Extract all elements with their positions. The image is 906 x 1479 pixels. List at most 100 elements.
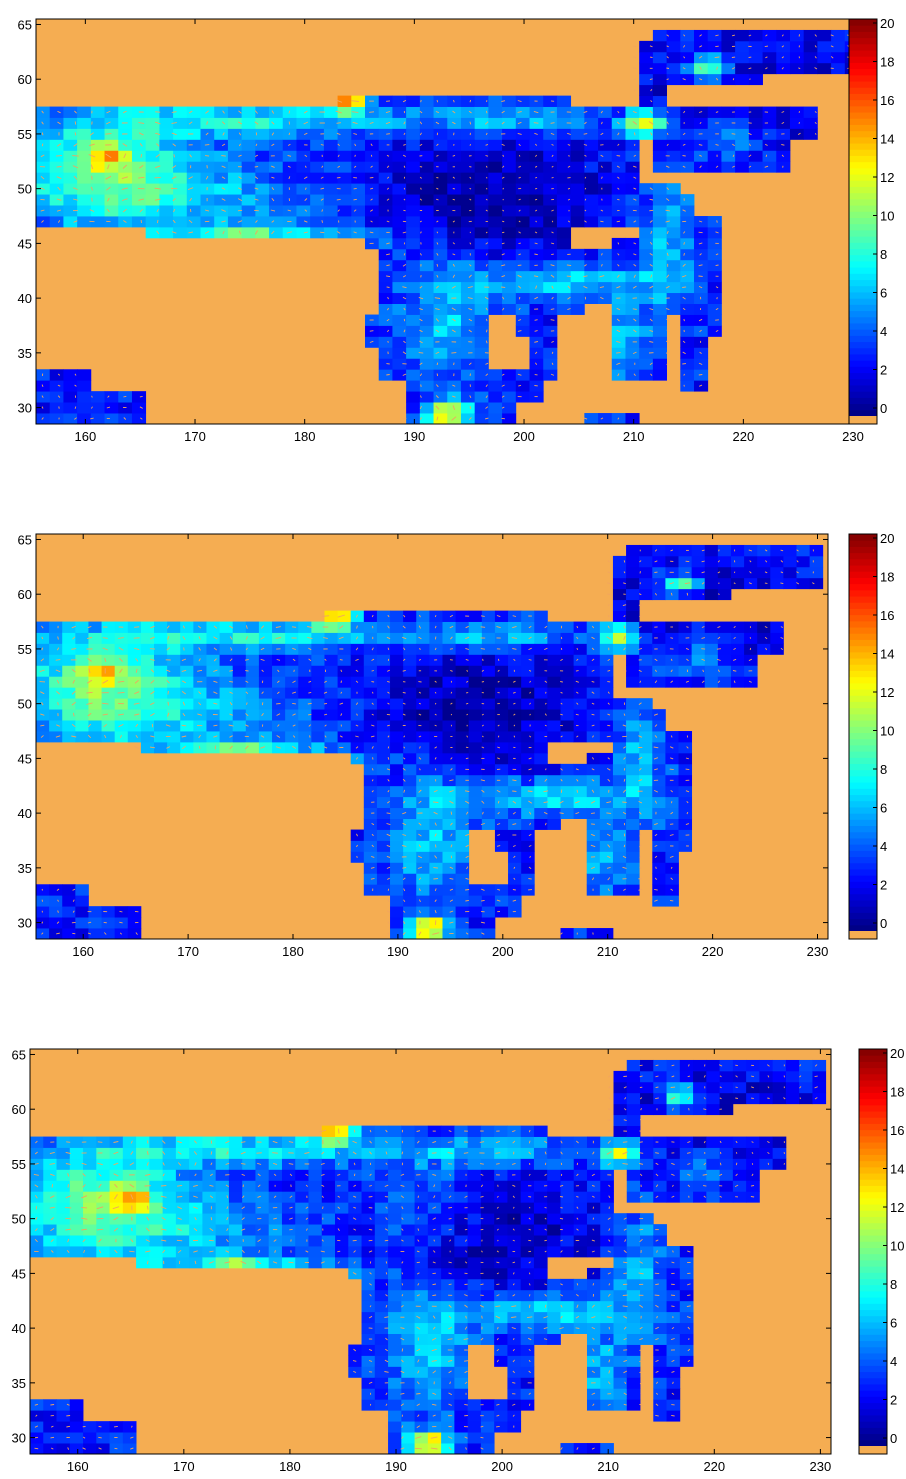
heatmap-cell [652,216,667,228]
velocity-arrow [496,789,501,793]
velocity-arrow [271,110,275,114]
velocity-arrow [403,888,406,892]
heatmap-cell [388,1443,402,1454]
heatmap-cell [584,270,599,283]
heatmap-cell [390,862,404,874]
heatmap-cell [447,270,462,283]
velocity-arrow [591,669,595,672]
heatmap-cell [401,1147,415,1159]
heatmap-cell [502,139,517,151]
velocity-arrow [370,877,375,880]
colorbar-segment [849,155,877,163]
heatmap-cell [337,621,352,633]
heatmap-cell [88,665,102,677]
heatmap-cell [488,161,503,173]
colorbar-segment [849,304,877,312]
heatmap-cell [515,194,530,206]
colorbar-segment [849,217,877,225]
heatmap-cell [416,807,430,819]
velocity-arrow [576,789,579,793]
velocity-arrow [465,833,470,837]
heatmap-cell [374,1355,389,1367]
heatmap-cell [145,150,160,162]
heatmap-cell [573,1443,588,1454]
heatmap-cell [480,1267,495,1280]
heatmap-cell [455,709,470,721]
heatmap-cell [390,906,404,918]
heatmap-cell [757,544,771,557]
heatmap-cell [468,665,483,677]
colorbar-segment [849,645,877,653]
velocity-arrow [534,143,538,146]
heatmap-cell [419,226,434,239]
heatmap-cell [626,643,640,655]
heatmap-cell [206,687,220,699]
velocity-arrow [567,144,571,146]
heatmap-cell [308,1158,323,1170]
colorbar-tick-label: 18 [880,570,894,585]
heatmap-cell [560,1311,575,1324]
heatmap-cell [442,741,456,754]
heatmap-cell [43,1432,57,1444]
heatmap-cell [49,128,64,140]
heatmap-cell [337,676,352,688]
heatmap-cell [598,281,613,294]
velocity-arrow [781,144,785,146]
heatmap-cell [337,698,352,710]
colorbar-segment [849,800,877,808]
heatmap-cell [310,194,325,206]
heatmap-cell [429,698,443,710]
heatmap-cell [494,774,509,787]
velocity-arrow [649,253,653,256]
velocity-arrow [683,45,686,48]
heatmap-cell [776,51,791,64]
heatmap-cell [323,194,338,206]
heatmap-cell [573,1322,588,1334]
heatmap-cell [626,807,640,819]
velocity-arrow [387,691,390,694]
heatmap-cell [521,763,535,776]
velocity-arrow [654,789,658,793]
heatmap-cell [721,128,736,140]
velocity-arrow [436,373,439,377]
velocity-arrow [402,351,407,355]
velocity-arrow [465,889,470,891]
velocity-arrow [271,165,275,168]
velocity-arrow [715,286,719,289]
heatmap-cell [455,873,470,885]
heatmap-cell [494,818,509,830]
heatmap-cell [77,106,92,118]
heatmap-cell [378,183,393,195]
heatmap-cell [520,1125,535,1137]
heatmap-cell [403,884,417,896]
heatmap-cell [63,128,78,140]
heatmap-cell [361,1366,376,1378]
heatmap-cell [351,106,366,118]
heatmap-cell [361,1300,376,1313]
heatmap-cell [556,194,572,206]
velocity-arrow [417,855,422,859]
heatmap-cell [455,818,470,830]
heatmap-cell [376,851,391,863]
velocity-arrow [261,713,264,717]
colorbar-segment [849,19,877,26]
heatmap-cell [228,1147,243,1159]
velocity-arrow [355,702,359,705]
heatmap-cell [502,292,517,304]
velocity-arrow [288,176,291,180]
heatmap-cell [215,1191,230,1203]
heatmap-cell [323,106,338,118]
heatmap-cell [136,1147,150,1159]
heatmap-cell [612,709,627,721]
velocity-arrow [623,844,626,848]
velocity-arrow [335,110,342,114]
heatmap-cell [730,577,745,590]
heatmap-cell [49,720,63,732]
velocity-arrow [435,285,439,289]
heatmap-cell [454,1366,469,1378]
velocity-arrow [451,329,456,333]
heatmap-cell [414,1278,429,1291]
heatmap-cell [429,774,443,787]
velocity-arrow [501,176,505,179]
velocity-arrow [402,768,406,771]
